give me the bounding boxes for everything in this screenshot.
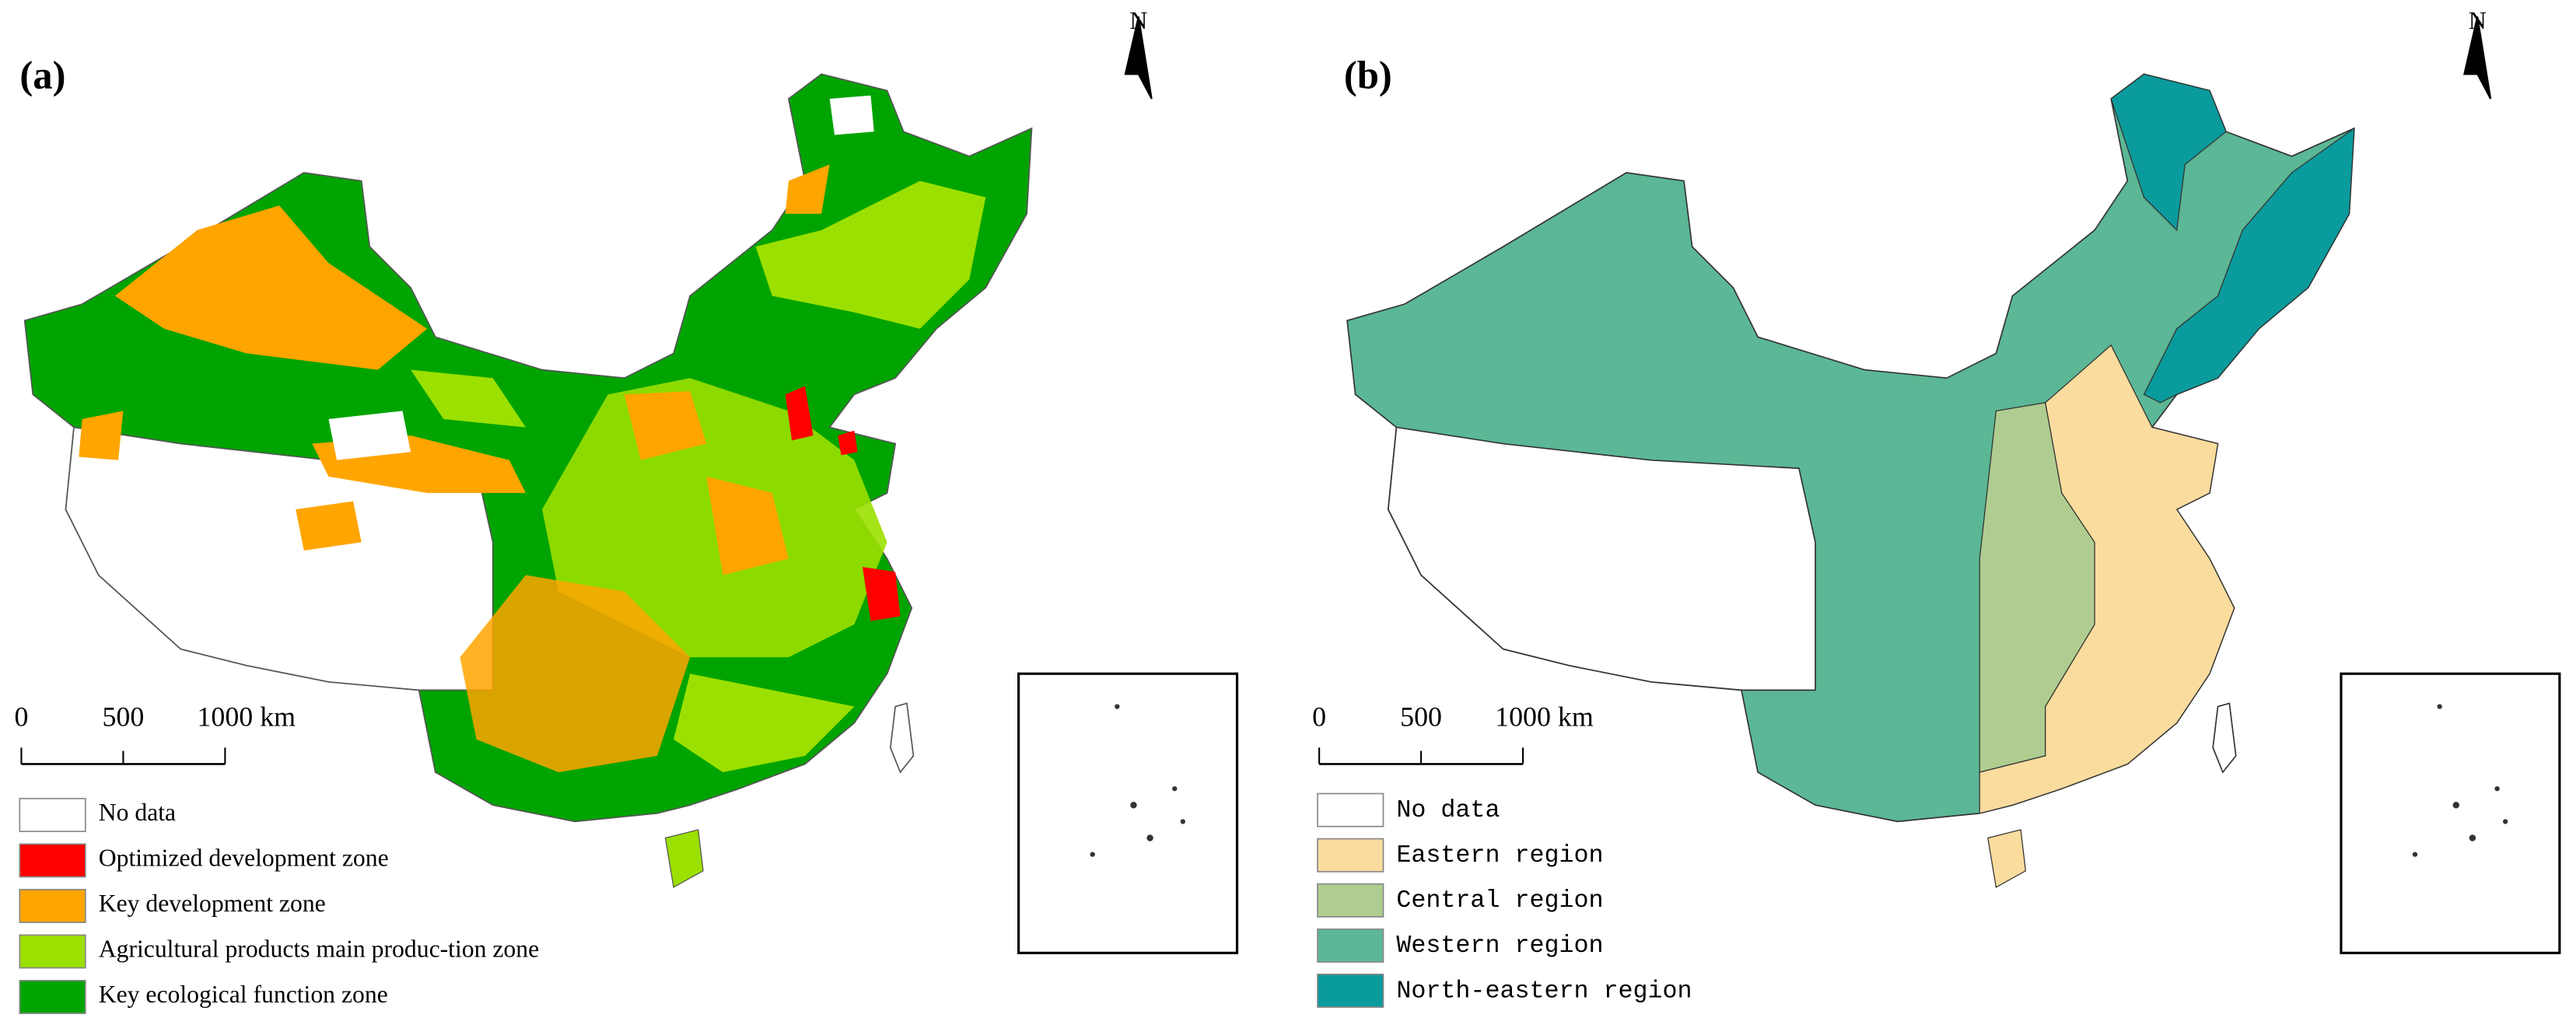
legend-label: Western region	[1396, 932, 1603, 960]
legend-swatch	[1317, 883, 1384, 918]
legend-label: No data	[1396, 796, 1500, 824]
legend-label: Optimized development zone	[99, 845, 389, 872]
legend-swatch	[19, 797, 86, 832]
scale-label: 0	[1312, 701, 1326, 733]
north-label: N	[2469, 7, 2487, 34]
panel-label: (b)	[1344, 53, 1392, 96]
legend-swatch	[19, 843, 86, 878]
legend-swatch	[1317, 792, 1384, 827]
legend-label: Key development zone	[99, 890, 326, 917]
legend-swatch	[19, 934, 86, 969]
map-b	[1318, 16, 2561, 954]
panel-label: (a)	[19, 53, 65, 96]
legend-label: North-eastern region	[1396, 977, 1692, 1005]
scale-label: 1000 km	[1495, 701, 1594, 733]
scale-label: 500	[1400, 701, 1442, 733]
scale-label: 500	[102, 701, 144, 733]
scale-label: 1000 km	[197, 701, 296, 733]
legends: No data Optimized development zone Key dev…	[19, 792, 1692, 1014]
legend-swatch	[1317, 973, 1384, 1008]
legend-swatch	[19, 979, 86, 1014]
north-label: N	[1129, 7, 1147, 34]
legend-label: Central region	[1396, 887, 1603, 915]
legend-label: No data	[99, 799, 176, 826]
legend-swatch	[1317, 928, 1384, 963]
legend-swatch	[19, 888, 86, 923]
map-a	[20, 16, 1239, 954]
legend-label: Key ecological function zone	[99, 981, 388, 1008]
legend-label: Agricultural products main produc-tion z…	[99, 936, 539, 963]
legend-label: Eastern region	[1396, 841, 1603, 869]
legend-swatch	[1317, 838, 1384, 873]
scale-label: 0	[14, 701, 28, 733]
